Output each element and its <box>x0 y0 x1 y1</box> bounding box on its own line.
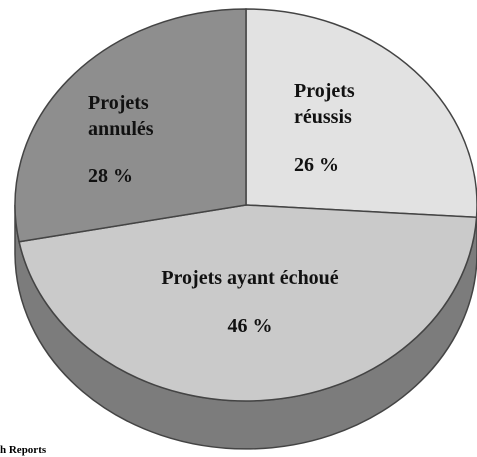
pie-slice <box>14 8 247 243</box>
slice-value-label: 26 % <box>294 154 339 176</box>
slice-label: Projets annulés <box>88 92 154 140</box>
pie-slice <box>18 204 477 402</box>
slice-value-label: 28 % <box>88 165 133 187</box>
source-note: h Reports <box>0 444 47 456</box>
slice-label: Projets ayant échoué <box>161 267 339 289</box>
slice-label: Projets réussis <box>294 80 355 128</box>
pie-slice <box>245 8 477 219</box>
slice-value-label: 46 % <box>227 315 273 337</box>
